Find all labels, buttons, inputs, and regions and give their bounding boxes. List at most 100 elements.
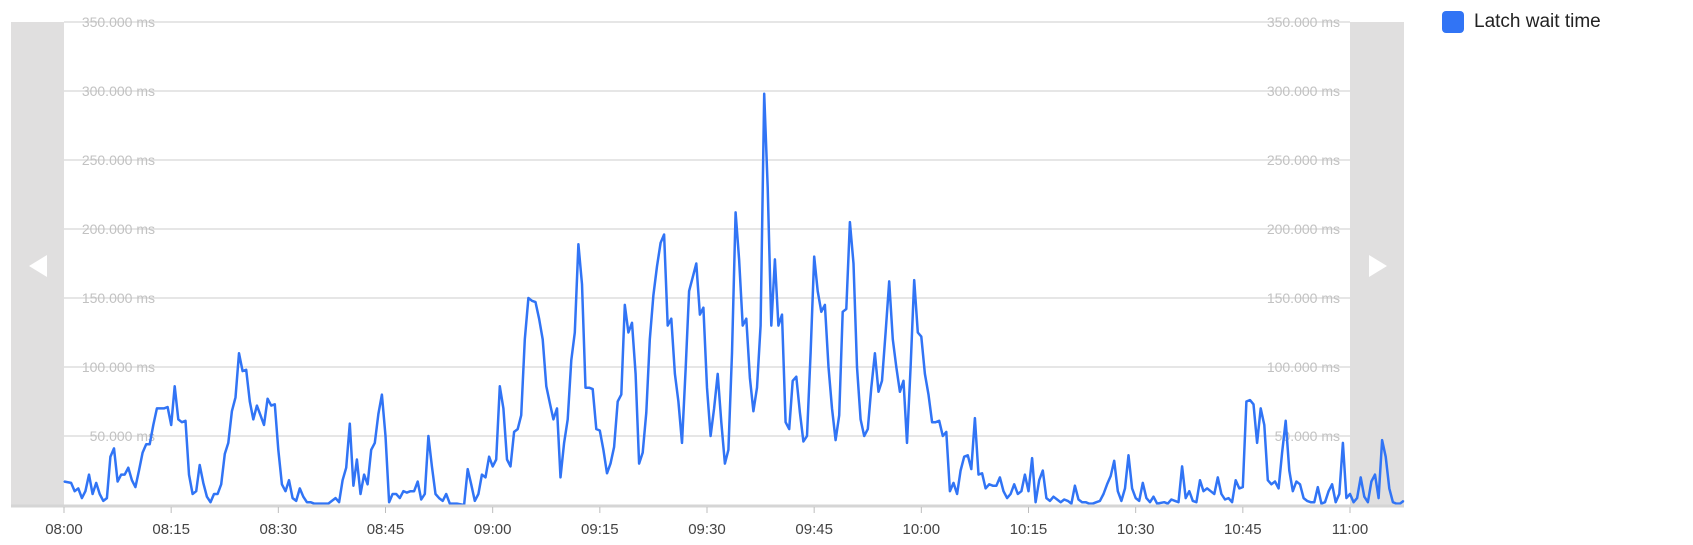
data-point[interactable] [527,297,530,299]
data-point[interactable] [1038,479,1040,481]
data-point[interactable] [595,428,597,430]
data-point[interactable] [799,411,801,414]
data-point[interactable] [970,468,972,470]
data-point[interactable] [742,325,744,327]
data-point[interactable] [181,421,183,423]
data-point[interactable] [602,449,605,451]
data-point[interactable] [495,458,497,461]
data-point[interactable] [1138,500,1140,502]
data-point[interactable] [974,417,976,419]
data-point[interactable] [513,431,515,433]
data-point[interactable] [1135,497,1137,499]
data-point[interactable] [345,467,347,469]
data-point[interactable] [1010,493,1012,495]
data-point[interactable] [356,458,358,461]
data-point[interactable] [467,468,469,470]
data-point[interactable] [1124,487,1126,489]
data-point[interactable] [1142,482,1144,484]
data-point[interactable] [352,485,354,487]
data-point[interactable] [77,487,79,489]
data-point[interactable] [1335,501,1337,503]
data-point[interactable] [524,338,526,340]
data-point[interactable] [584,387,587,389]
data-point[interactable] [888,280,890,282]
data-point[interactable] [563,442,565,444]
data-point[interactable] [1035,501,1037,503]
data-point[interactable] [217,493,219,495]
data-point[interactable] [152,424,154,426]
data-point[interactable] [913,279,915,281]
data-point[interactable] [1113,460,1115,462]
data-point[interactable] [342,479,344,481]
data-point[interactable] [1013,483,1015,485]
data-point[interactable] [1267,479,1269,481]
data-point[interactable] [688,290,690,292]
data-point[interactable] [559,476,562,478]
data-point[interactable] [488,456,490,458]
data-point[interactable] [656,265,658,267]
data-point[interactable] [1174,500,1176,502]
data-point[interactable] [1149,501,1151,503]
data-point[interactable] [1281,452,1283,454]
data-point[interactable] [1317,486,1319,488]
data-point[interactable] [474,500,476,502]
data-point[interactable] [599,429,601,432]
data-point[interactable] [1002,490,1005,492]
data-point[interactable] [577,243,580,245]
data-point[interactable] [338,501,340,503]
data-point[interactable] [992,485,994,487]
data-point[interactable] [692,276,694,278]
data-point[interactable] [438,497,440,499]
data-point[interactable] [1095,501,1097,503]
data-point[interactable] [788,428,790,430]
data-point[interactable] [99,493,101,495]
data-point[interactable] [892,338,894,340]
data-point[interactable] [224,453,226,455]
data-point[interactable] [670,318,672,320]
data-point[interactable] [877,391,880,393]
data-point[interactable] [681,442,683,444]
data-point[interactable] [938,420,940,422]
data-point[interactable] [960,469,962,472]
data-point[interactable] [113,447,115,449]
data-point[interactable] [256,405,258,407]
data-point[interactable] [509,465,512,467]
data-point[interactable] [660,242,662,244]
data-point[interactable] [845,308,847,310]
data-point[interactable] [1031,457,1033,459]
data-point[interactable] [499,385,501,387]
data-point[interactable] [910,366,912,368]
data-point[interactable] [856,366,858,368]
data-point[interactable] [517,428,519,430]
data-point[interactable] [1042,469,1044,472]
data-point[interactable] [570,359,572,361]
data-point[interactable] [302,496,304,498]
data-point[interactable] [1378,497,1380,499]
data-point[interactable] [299,487,301,489]
data-point[interactable] [1063,498,1065,501]
data-point[interactable] [1027,490,1030,492]
data-point[interactable] [902,380,905,382]
data-point[interactable] [145,443,147,445]
data-point[interactable] [852,262,855,265]
legend[interactable]: Latch wait time [1442,11,1601,33]
data-point[interactable] [645,411,647,414]
data-point[interactable] [785,421,787,423]
data-point[interactable] [1385,456,1387,458]
data-point[interactable] [635,373,637,375]
data-point[interactable] [735,211,737,213]
data-point[interactable] [109,456,111,458]
data-point[interactable] [1074,485,1076,487]
data-point[interactable] [710,435,712,437]
data-point[interactable] [702,307,705,309]
data-point[interactable] [213,493,215,495]
data-point[interactable] [477,493,479,495]
data-point[interactable] [774,258,776,260]
data-point[interactable] [606,472,608,474]
data-point[interactable] [813,256,815,258]
data-point[interactable] [406,492,408,494]
data-point[interactable] [685,369,687,371]
data-point[interactable] [309,501,312,503]
data-point[interactable] [1152,496,1155,498]
data-point[interactable] [313,503,315,505]
